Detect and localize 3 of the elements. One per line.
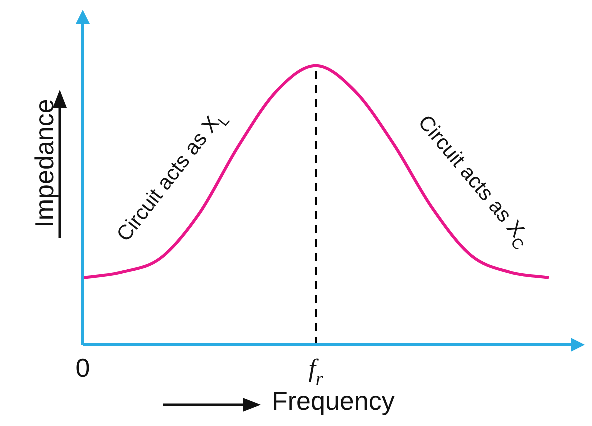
y-axis-title: Impedance — [30, 98, 60, 230]
x-axis-title: Frequency — [272, 386, 395, 417]
x-tick-label: 0 — [76, 353, 90, 383]
